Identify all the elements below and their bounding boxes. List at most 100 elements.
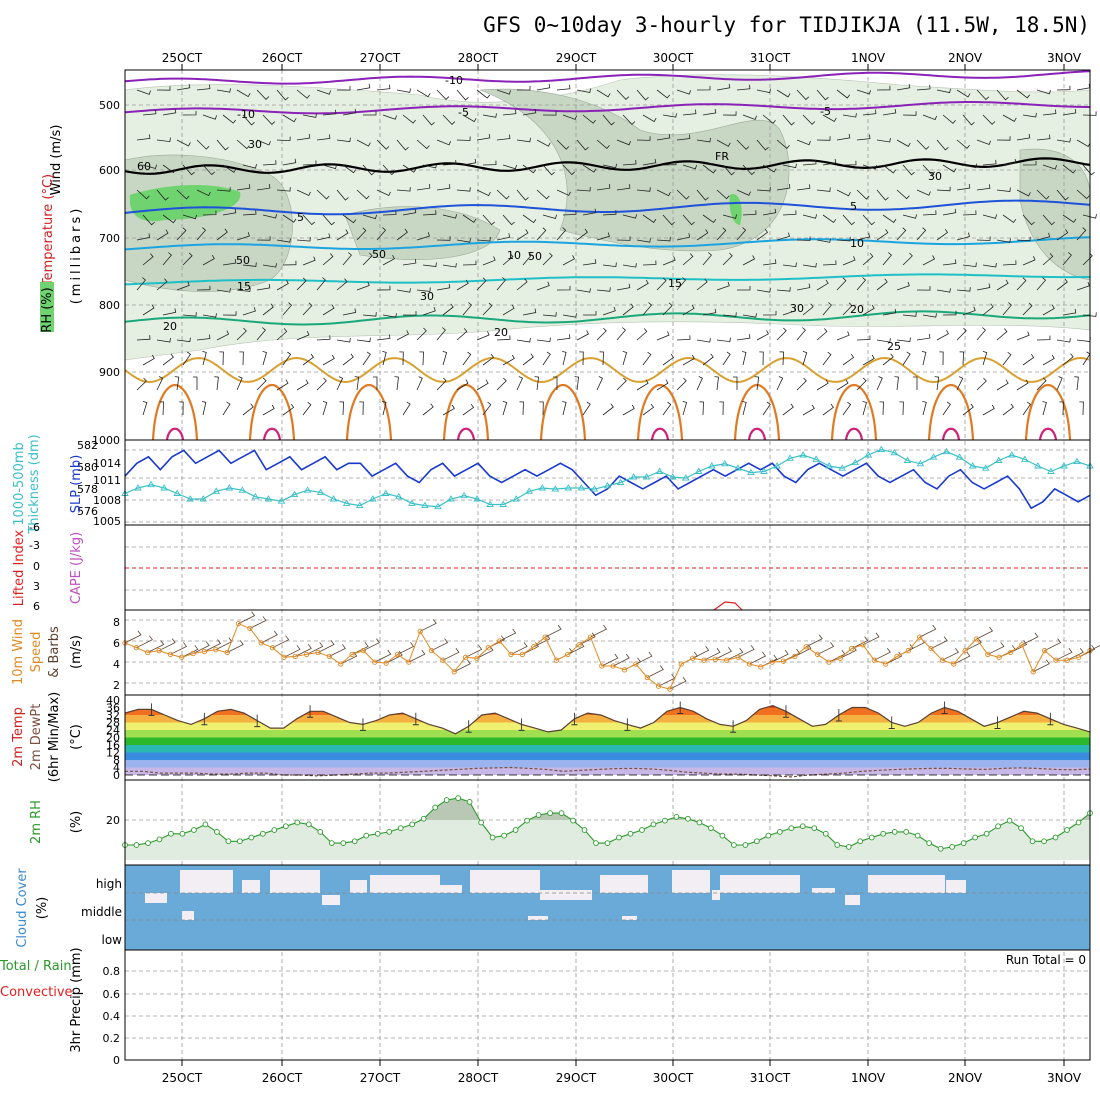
date-tick-top: 28OCT (458, 51, 499, 65)
rh2m-point (639, 827, 645, 833)
wind-barb (356, 83, 371, 91)
cloud-level-tick: low (102, 933, 123, 947)
wind10-point (973, 636, 980, 642)
wind-barb (296, 277, 307, 291)
wind-barb (262, 114, 276, 125)
wind-barb (596, 139, 610, 149)
thickness-point (629, 473, 638, 480)
wind-barb (482, 160, 497, 166)
rh2m-point (489, 834, 496, 841)
wind-barb (756, 330, 769, 341)
wind-barb (956, 183, 971, 191)
wind-barb (336, 376, 344, 391)
wind10-barb (261, 630, 278, 644)
wind-barb (176, 139, 191, 147)
thickness-point (460, 491, 468, 499)
wind-barb (736, 227, 747, 241)
wind-barb (856, 335, 871, 341)
precip-tick: 0 (113, 1054, 120, 1067)
wind-barb (376, 84, 391, 91)
wind10-point (417, 628, 423, 634)
wind10-barb (499, 628, 517, 642)
wind-barb (996, 328, 1008, 341)
temp-tick-minor: 20 (106, 732, 120, 745)
thickness-point (290, 490, 299, 498)
wind-barb (702, 214, 717, 224)
temp-minmax (1047, 712, 1054, 726)
wind10-point (1064, 657, 1070, 663)
wind-barb (456, 328, 468, 341)
wind10-point (133, 645, 140, 651)
wind-barb (662, 353, 675, 366)
wind-barb (722, 312, 737, 317)
wind-barb (462, 260, 477, 266)
wind-barb (913, 376, 918, 390)
date-tick-bottom: 26OCT (262, 1071, 303, 1085)
wind-barb (796, 184, 811, 191)
wind10-barb (397, 642, 415, 655)
wind-barb (762, 401, 771, 416)
wind-barb (536, 189, 550, 200)
wind-barb (742, 210, 757, 216)
wind10-tick: 8 (113, 616, 120, 629)
wind-barb (402, 259, 417, 266)
wind-barb (516, 229, 529, 241)
wind-barb (696, 137, 711, 143)
wind-barb (736, 139, 750, 150)
wind10-point (621, 667, 628, 673)
wind-barb (916, 334, 931, 341)
wind10-barb (862, 632, 880, 646)
wind-barb (142, 354, 155, 366)
wind-barb (956, 376, 964, 391)
contour-25 (124, 356, 1090, 384)
wind-barb (939, 351, 944, 366)
rh2m-point (742, 842, 749, 848)
rh2m-point (547, 810, 553, 816)
wind-barb (702, 108, 717, 116)
wind-barb (216, 187, 231, 192)
contour-minus5 (124, 101, 1090, 115)
wind10-point (440, 657, 446, 663)
temp-minmax (782, 705, 789, 718)
wind-barb (156, 376, 164, 391)
cloud-level-tick: middle (81, 905, 122, 919)
wind10-point (383, 660, 389, 666)
wind-barb (336, 86, 351, 91)
wind-barb (502, 109, 517, 116)
wind10-barb (419, 619, 437, 632)
wind-barb (583, 311, 597, 316)
rh2m-point (581, 827, 588, 833)
wind-barb (636, 279, 649, 291)
wind-barb (534, 376, 540, 391)
contour-30 (442, 383, 490, 441)
wind-barb (676, 377, 687, 391)
thickness-point (903, 456, 912, 463)
rh2m-point (834, 842, 841, 848)
wind-barb (656, 236, 671, 242)
thickness-point (564, 484, 573, 491)
temp-bands (125, 705, 1090, 775)
contour-minus10 (124, 70, 1091, 85)
wind-barb (982, 303, 994, 316)
wind-barb (342, 252, 352, 266)
wind10-barb (612, 653, 630, 667)
wind-barb (916, 286, 931, 291)
wind-barb (202, 254, 215, 266)
wind-barb (302, 160, 317, 166)
wind-barb (956, 327, 967, 341)
wind-barb (596, 287, 611, 292)
wind10-barb (408, 649, 426, 663)
wind10-barb (1067, 647, 1084, 661)
wind-barb (196, 189, 211, 197)
wind-barb (822, 114, 837, 123)
rh2m-point (328, 840, 335, 846)
wind-barb (996, 379, 1009, 391)
wind-barb (202, 313, 217, 318)
wind-barb (339, 401, 345, 416)
wind10-point (894, 653, 900, 659)
wind-barb (156, 137, 171, 143)
wind-barb (262, 160, 277, 166)
wind-barb (1076, 337, 1091, 342)
wind-barb (642, 351, 652, 366)
thickness-point (238, 486, 247, 493)
